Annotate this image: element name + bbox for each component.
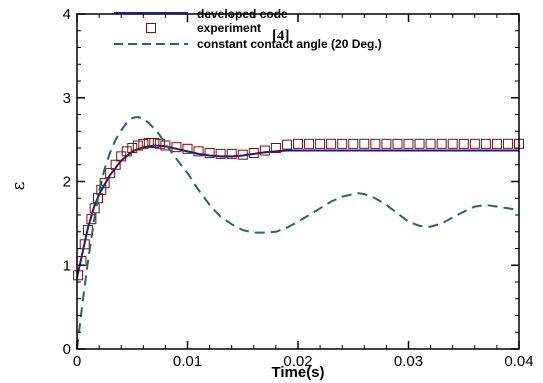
data-point-experiment [359, 138, 370, 149]
data-point-experiment [182, 143, 193, 154]
data-point-experiment [348, 138, 359, 149]
legend-label-experiment-ref: [4] [272, 28, 290, 44]
data-point-experiment [436, 138, 447, 149]
data-point-experiment [76, 256, 87, 267]
plot-frame [76, 13, 520, 350]
data-point-experiment [248, 148, 259, 159]
data-point-experiment [143, 137, 154, 148]
legend-label-experiment: experiment [197, 21, 261, 35]
data-point-experiment [491, 138, 502, 149]
data-point-experiment [237, 149, 248, 160]
data-point-experiment [414, 138, 425, 149]
data-point-experiment [171, 142, 182, 153]
data-point-experiment [127, 143, 138, 153]
y-tick-label: 1 [63, 257, 71, 274]
data-point-experiment [502, 138, 513, 149]
data-point-experiment [469, 138, 480, 149]
data-point-experiment [116, 151, 127, 162]
legend-swatch-experiment [146, 23, 156, 33]
data-point-experiment [392, 138, 403, 149]
data-point-experiment [337, 138, 348, 149]
data-point-experiment [160, 140, 171, 151]
x-tick-label: 0.01 [173, 353, 202, 370]
x-tick-label: 0.03 [394, 353, 423, 370]
series-line-constant-contact-angle [76, 116, 520, 350]
data-point-experiment [381, 138, 392, 149]
data-point-experiment [79, 239, 90, 250]
data-point-experiment [73, 270, 84, 281]
data-point-experiment [259, 145, 270, 156]
x-tick-label: 0 [73, 353, 81, 370]
y-tick-label: 4 [63, 6, 71, 23]
data-point-experiment [315, 138, 326, 149]
y-tick-label: 2 [63, 174, 71, 191]
data-point-experiment [204, 148, 215, 159]
data-point-experiment [215, 148, 226, 159]
data-point-experiment [132, 140, 143, 151]
data-point-experiment [293, 138, 303, 149]
legend-label-constant-contact-angle: constant contact angle (20 Deg.) [197, 37, 382, 51]
data-point-experiment [110, 159, 121, 170]
data-point-experiment [425, 138, 436, 149]
legend-label-developed-code: developed code [197, 7, 288, 21]
series-line-developed-code [76, 144, 519, 279]
data-point-experiment [149, 137, 160, 148]
data-point-experiment [458, 138, 469, 149]
data-point-experiment [226, 148, 237, 159]
data-point-experiment [121, 146, 132, 157]
data-point-experiment [105, 168, 116, 179]
data-point-experiment [370, 138, 381, 149]
y-tick-label: 3 [63, 90, 71, 107]
data-point-experiment [326, 138, 337, 149]
data-point-experiment [270, 143, 281, 153]
data-point-experiment [304, 138, 315, 149]
data-point-experiment [281, 139, 292, 150]
y-axis-title: ε [9, 181, 29, 190]
x-tick-label: 0.02 [283, 353, 312, 370]
data-point-experiment [89, 203, 100, 214]
data-point-experiment [193, 146, 204, 157]
x-axis-title: Time(s) [271, 364, 324, 381]
data-point-experiment [447, 138, 458, 149]
data-point-experiment [403, 138, 414, 149]
data-point-experiment [86, 214, 97, 225]
y-tick-label: 0 [63, 341, 71, 358]
data-point-experiment [154, 138, 165, 149]
data-point-experiment [480, 138, 491, 149]
data-point-experiment [138, 138, 149, 149]
x-tick-label: 0.04 [504, 353, 533, 370]
